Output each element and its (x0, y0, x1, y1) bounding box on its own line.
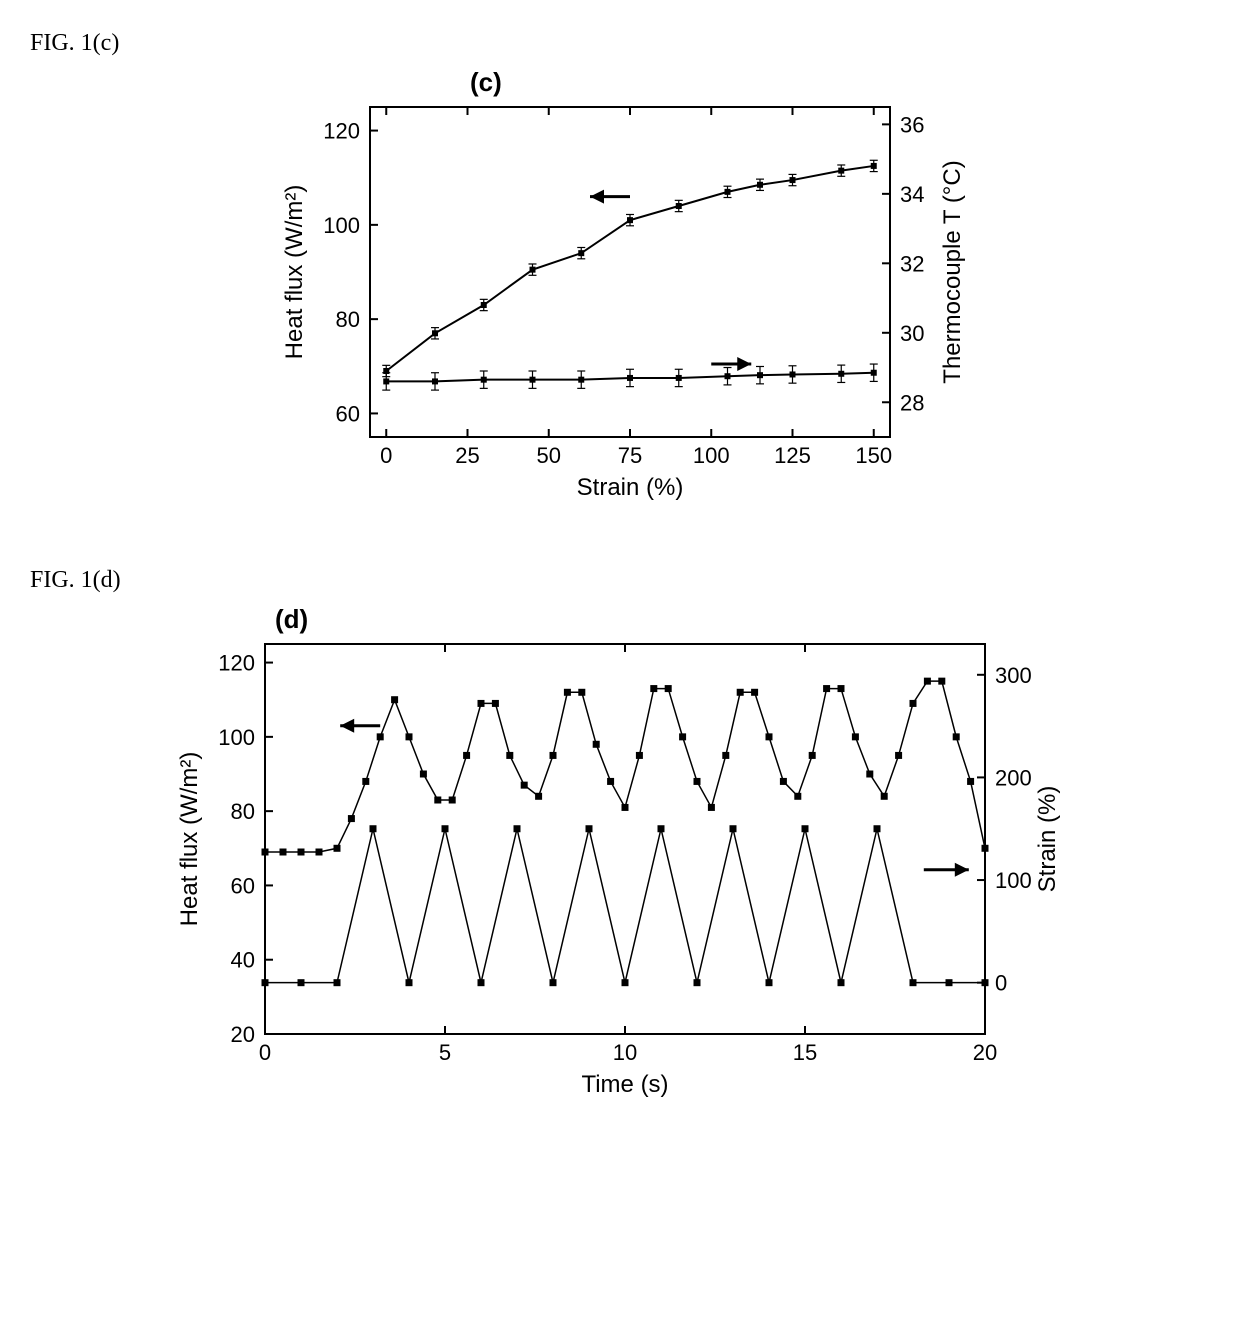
svg-text:0: 0 (995, 971, 1007, 996)
svg-text:36: 36 (900, 112, 924, 137)
chart-c-wrap: (c) 0 25 50 75 100 125 150 60 80 100 120 28 30 32 34 36… (260, 67, 980, 527)
svg-text:0: 0 (259, 1040, 271, 1065)
svg-text:Thermocouple T (°C): Thermocouple T (°C) (939, 160, 966, 383)
svg-text:100: 100 (995, 868, 1032, 893)
svg-text:300: 300 (995, 663, 1032, 688)
svg-text:32: 32 (900, 251, 924, 276)
svg-text:20: 20 (973, 1040, 997, 1065)
svg-text:100: 100 (218, 725, 255, 750)
svg-text:75: 75 (618, 443, 642, 468)
svg-text:60: 60 (231, 873, 255, 898)
svg-text:25: 25 (455, 443, 479, 468)
svg-text:0: 0 (380, 443, 392, 468)
svg-text:40: 40 (231, 948, 255, 973)
svg-text:120: 120 (323, 119, 360, 144)
svg-text:15: 15 (793, 1040, 817, 1065)
chart-c-svg: 0 25 50 75 100 125 150 60 80 100 120 28 30 32 34 36 Stra… (260, 67, 980, 527)
svg-text:80: 80 (231, 799, 255, 824)
svg-text:125: 125 (774, 443, 811, 468)
svg-text:150: 150 (855, 443, 892, 468)
svg-text:100: 100 (693, 443, 730, 468)
svg-text:28: 28 (900, 390, 924, 415)
svg-text:34: 34 (900, 182, 924, 207)
svg-text:Strain (%): Strain (%) (577, 474, 684, 501)
svg-text:80: 80 (336, 307, 360, 332)
chart-d-svg: 0 5 10 15 20 20 40 60 80 100 120 0 100 200 300 Time (s)… (145, 604, 1095, 1134)
svg-text:200: 200 (995, 765, 1032, 790)
svg-text:20: 20 (231, 1022, 255, 1047)
svg-text:30: 30 (900, 321, 924, 346)
svg-text:Time (s): Time (s) (581, 1071, 668, 1098)
svg-text:Heat flux (W/m²): Heat flux (W/m²) (281, 185, 308, 360)
svg-text:Heat flux (W/m²): Heat flux (W/m²) (176, 752, 203, 927)
figure-label-c: FIG. 1(c) (30, 30, 1220, 57)
svg-text:5: 5 (439, 1040, 451, 1065)
svg-text:120: 120 (218, 651, 255, 676)
panel-label-d: (d) (275, 604, 308, 635)
svg-text:Strain (%): Strain (%) (1034, 786, 1061, 893)
svg-text:50: 50 (537, 443, 561, 468)
svg-text:100: 100 (323, 213, 360, 238)
svg-text:60: 60 (336, 401, 360, 426)
panel-label-c: (c) (470, 67, 502, 98)
figure-label-d: FIG. 1(d) (30, 567, 1220, 594)
chart-d-wrap: (d) 0 5 10 15 20 20 40 60 80 100 120 0 100 200 300 Time… (145, 604, 1095, 1134)
svg-text:10: 10 (613, 1040, 637, 1065)
